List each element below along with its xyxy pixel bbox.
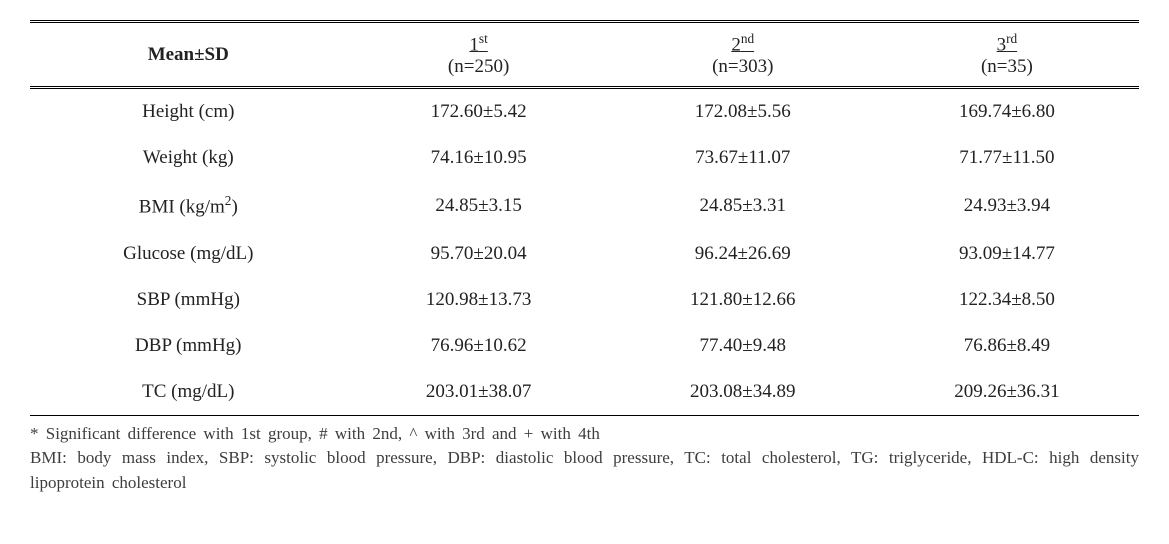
- footnote-line-2: BMI: body mass index, SBP: systolic bloo…: [30, 446, 1139, 495]
- table-row: DBP (mmHg)76.96±10.6277.40±9.4876.86±8.4…: [30, 323, 1139, 369]
- cell-value: 203.08±34.89: [611, 369, 875, 416]
- row-label: SBP (mmHg): [30, 277, 347, 323]
- row-label: TC (mg/dL): [30, 369, 347, 416]
- table-header-row: Mean±SD 1st (n=250) 2nd (n=303) 3rd (n=3…: [30, 22, 1139, 88]
- header-1-top: 1st: [469, 31, 487, 56]
- table-row: Glucose (mg/dL)95.70±20.0496.24±26.6993.…: [30, 231, 1139, 277]
- cell-value: 203.01±38.07: [347, 369, 611, 416]
- cell-value: 93.09±14.77: [875, 231, 1139, 277]
- cell-value: 172.08±5.56: [611, 88, 875, 136]
- header-1-bot: (n=250): [357, 56, 601, 78]
- header-mean-sd: Mean±SD: [30, 22, 347, 88]
- table-body: Height (cm)172.60±5.42172.08±5.56169.74±…: [30, 88, 1139, 415]
- header-3-bot: (n=35): [885, 56, 1129, 78]
- cell-value: 120.98±13.73: [347, 277, 611, 323]
- cell-value: 95.70±20.04: [347, 231, 611, 277]
- cell-value: 73.67±11.07: [611, 135, 875, 181]
- table-row: TC (mg/dL)203.01±38.07203.08±34.89209.26…: [30, 369, 1139, 416]
- cell-value: 209.26±36.31: [875, 369, 1139, 416]
- cell-value: 74.16±10.95: [347, 135, 611, 181]
- table-row: Height (cm)172.60±5.42172.08±5.56169.74±…: [30, 88, 1139, 136]
- cell-value: 24.85±3.15: [347, 181, 611, 230]
- table-row: BMI (kg/m2)24.85±3.1524.85±3.3124.93±3.9…: [30, 181, 1139, 230]
- cell-value: 96.24±26.69: [611, 231, 875, 277]
- cell-value: 71.77±11.50: [875, 135, 1139, 181]
- cell-value: 122.34±8.50: [875, 277, 1139, 323]
- header-2-top: 2nd: [731, 31, 754, 56]
- table-row: Weight (kg)74.16±10.9573.67±11.0771.77±1…: [30, 135, 1139, 181]
- header-group-1: 1st (n=250): [347, 22, 611, 88]
- header-group-2: 2nd (n=303): [611, 22, 875, 88]
- header-3-top: 3rd: [997, 31, 1018, 56]
- footnote-line-1: * Significant difference with 1st group,…: [30, 422, 1139, 447]
- cell-value: 24.93±3.94: [875, 181, 1139, 230]
- cell-value: 24.85±3.31: [611, 181, 875, 230]
- cell-value: 77.40±9.48: [611, 323, 875, 369]
- cell-value: 76.86±8.49: [875, 323, 1139, 369]
- row-label: Weight (kg): [30, 135, 347, 181]
- table-row: SBP (mmHg)120.98±13.73121.80±12.66122.34…: [30, 277, 1139, 323]
- row-label: Height (cm): [30, 88, 347, 136]
- data-table: Mean±SD 1st (n=250) 2nd (n=303) 3rd (n=3…: [30, 20, 1139, 416]
- row-label: DBP (mmHg): [30, 323, 347, 369]
- header-col0-text: Mean±SD: [148, 44, 229, 65]
- header-2-bot: (n=303): [621, 56, 865, 78]
- row-label: Glucose (mg/dL): [30, 231, 347, 277]
- cell-value: 169.74±6.80: [875, 88, 1139, 136]
- cell-value: 121.80±12.66: [611, 277, 875, 323]
- header-group-3: 3rd (n=35): [875, 22, 1139, 88]
- footnotes: * Significant difference with 1st group,…: [30, 422, 1139, 496]
- cell-value: 76.96±10.62: [347, 323, 611, 369]
- row-label: BMI (kg/m2): [30, 181, 347, 230]
- cell-value: 172.60±5.42: [347, 88, 611, 136]
